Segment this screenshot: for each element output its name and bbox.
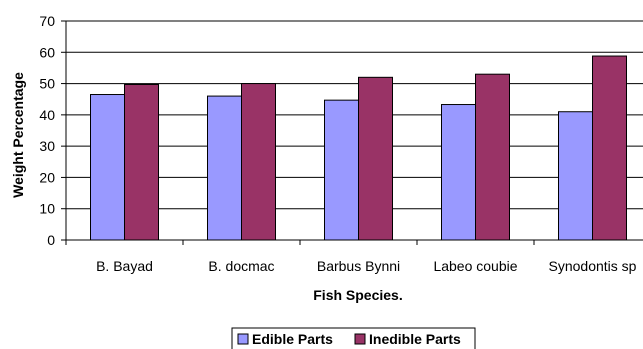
x-axis-title: Fish Species. — [313, 287, 402, 303]
bar-inedible-1 — [241, 83, 276, 241]
axes — [65, 21, 643, 245]
y-tick-label: 50 — [39, 76, 55, 92]
legend-frame — [231, 327, 476, 349]
bar-inedible-3 — [475, 73, 510, 241]
x-tick-label: Barbus Bynni — [317, 258, 400, 274]
bar-edible-2 — [324, 99, 359, 241]
bar-edible-4 — [558, 111, 593, 241]
bar-edible-0 — [90, 94, 125, 241]
y-tick-label: 60 — [39, 44, 55, 60]
y-tick-label: 0 — [47, 232, 55, 248]
bars — [90, 55, 627, 241]
x-tick-label: B. Bayad — [96, 258, 153, 274]
legend: Edible Parts Inedible Parts — [231, 327, 476, 349]
bar-inedible-2 — [358, 76, 393, 241]
bar-edible-3 — [441, 104, 476, 241]
y-tick-label: 70 — [39, 13, 55, 29]
x-tick-label: B. docmac — [208, 258, 274, 274]
y-tick-label: 10 — [39, 201, 55, 217]
legend-swatch-inedible — [354, 333, 366, 345]
legend-swatch-edible — [237, 333, 249, 345]
legend-label-inedible: Inedible Parts — [369, 331, 461, 347]
x-tick-label: Labeo coubie — [433, 258, 517, 274]
y-tick-label: 30 — [39, 138, 55, 154]
y-axis-title: Weight Percentage — [10, 72, 26, 198]
legend-label-edible: Edible Parts — [252, 331, 333, 347]
x-tick-labels: B. Bayad B. docmac Barbus Bynni Labeo coubi… — [96, 258, 637, 274]
bar-inedible-0 — [124, 84, 159, 241]
x-tick-label: Synodontis sp — [549, 258, 637, 274]
bar-edible-1 — [207, 95, 242, 241]
y-tick-label: 40 — [39, 107, 55, 123]
bar-inedible-4 — [592, 55, 627, 241]
y-tick-label: 20 — [39, 169, 55, 185]
y-tick-labels: 0 10 20 30 40 50 60 70 — [39, 13, 55, 248]
